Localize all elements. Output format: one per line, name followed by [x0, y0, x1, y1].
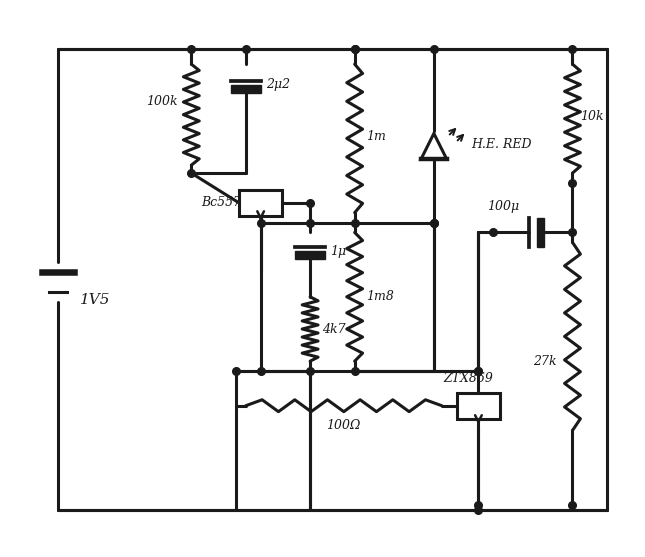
- Text: H.E. RED: H.E. RED: [471, 138, 532, 151]
- Text: 1m: 1m: [366, 130, 386, 143]
- Bar: [537, 218, 544, 247]
- Text: 2μ2: 2μ2: [266, 79, 290, 91]
- Text: 1m8: 1m8: [366, 290, 395, 304]
- Text: 100k: 100k: [146, 95, 177, 108]
- Bar: [231, 85, 261, 93]
- Text: 100Ω: 100Ω: [326, 419, 361, 432]
- Bar: [295, 251, 325, 259]
- Text: Bc557: Bc557: [201, 196, 241, 209]
- Text: 4k7: 4k7: [322, 323, 346, 336]
- Bar: [239, 190, 283, 216]
- Text: 1V5: 1V5: [79, 293, 110, 307]
- Text: ZTX869: ZTX869: [444, 372, 493, 385]
- Text: 10k: 10k: [580, 110, 604, 123]
- Text: 100μ: 100μ: [487, 199, 519, 213]
- Text: 1μ: 1μ: [330, 245, 346, 258]
- Text: 27k: 27k: [533, 355, 557, 368]
- Bar: [457, 393, 501, 419]
